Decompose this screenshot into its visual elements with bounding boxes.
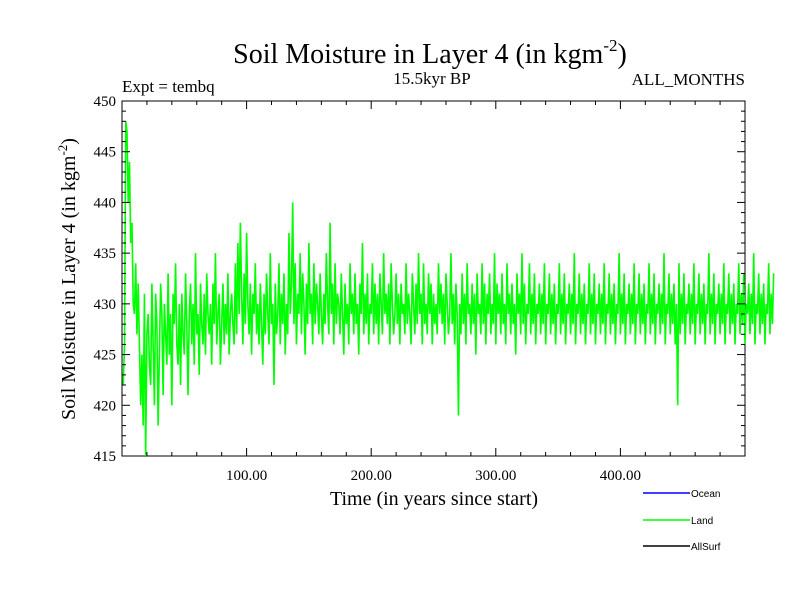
legend-label-ocean: Ocean [691, 489, 720, 500]
chart-title-end: ) [618, 39, 627, 70]
y-tick-label: 450 [94, 94, 117, 110]
y-tick-label: 440 [94, 195, 117, 211]
x-tick-label: 400.00 [600, 468, 641, 484]
x-tick-label: 100.00 [226, 468, 267, 484]
subtitle-right: ALL_MONTHS [632, 70, 745, 89]
y-tick-label: 420 [94, 398, 117, 414]
y-axis-label-end: ) [58, 138, 80, 145]
x-axis-label: Time (in years since start) [330, 488, 538, 510]
plot-frame [121, 100, 746, 457]
legend-label-allsurf: AllSurf [691, 542, 721, 553]
y-tick-label: 445 [94, 145, 117, 161]
x-tick-label: 300.00 [475, 468, 516, 484]
series-line-land [122, 121, 775, 457]
series-layer [122, 121, 775, 457]
y-tick-label: 425 [94, 348, 117, 364]
chart-title-sup: -2 [603, 36, 617, 55]
y-axis-label: Soil Moisture in Layer 4 (in kgm-2) [55, 138, 80, 420]
x-tick-label: 200.00 [351, 468, 392, 484]
y-tick-label: 415 [94, 449, 117, 465]
legend-label-land: Land [691, 516, 713, 527]
subtitle-center: 15.5kyr BP [393, 69, 470, 88]
tick-layer: 415 420 425 430 435 440 445 450 100.00 200.00 300.… [94, 94, 745, 484]
y-axis-label-sup: -2 [55, 145, 70, 156]
subtitle-left: Expt = tembq [122, 77, 215, 96]
chart-title-main: Soil Moisture in Layer 4 (in kgm [233, 39, 603, 70]
y-axis-label-main: Soil Moisture in Layer 4 (in kgm [58, 155, 80, 420]
y-tick-label: 430 [94, 297, 117, 313]
y-tick-label: 435 [94, 246, 117, 262]
legend: Ocean Land AllSurf [643, 489, 721, 553]
chart-title: Soil Moisture in Layer 4 (in kgm-2) [233, 36, 627, 70]
